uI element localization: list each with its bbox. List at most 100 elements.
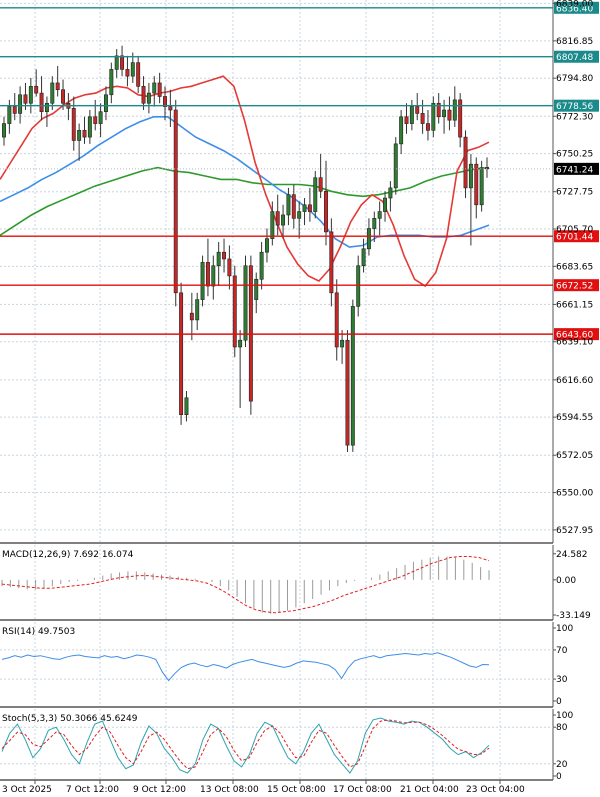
candle-77 [415,93,420,121]
candle-73 [393,137,398,195]
ma-blue-line [0,116,490,248]
candle-body [291,194,296,219]
candle-body [302,204,307,212]
candle-75 [404,103,409,134]
level-tag-label: 6643.60 [556,331,593,341]
candle-body [265,238,269,253]
candle-body [270,211,275,239]
rsi-axis: 100 70 30 0 [553,624,573,707]
candle-body [468,163,473,189]
candle-body [318,177,323,192]
candle-55 [297,201,302,239]
candle-body [77,130,82,141]
candle-83 [447,96,452,131]
candle-28 [152,76,157,107]
candle-88 [474,157,479,219]
rsi-tick-label-2: 30 [556,675,568,685]
candle-21 [114,49,119,78]
rsi-grid [0,622,554,708]
candle-body [109,69,114,96]
level-tag-label: 6672.52 [556,282,593,292]
candle-body [93,116,98,124]
candle-29 [157,72,162,104]
candle-87 [468,154,473,246]
candle-8 [44,96,49,127]
candle-43 [232,265,237,358]
candle-2 [12,93,17,121]
candle-65 [350,299,355,452]
candle-34 [184,391,189,422]
candle-body [18,94,23,114]
candle-body [383,197,387,212]
candle-19 [104,86,108,121]
candle-body [431,102,436,131]
candle-57 [307,187,312,222]
macd-panel: MACD(12,26,9) 7.692 16.074 24.582 0.00 -33… [0,545,591,621]
candle-body [125,69,130,77]
candle-38 [205,238,210,297]
candle-16 [87,110,92,144]
candle-body [479,167,484,206]
candle-body [39,92,44,113]
candle-32 [173,99,178,307]
rsi-tick-label-3: 0 [556,697,562,707]
stoch-tick-label-3: 0 [556,772,562,782]
candle-72 [388,181,393,212]
current-price-tag: 6741.24 [554,162,599,175]
candle-58 [313,170,318,219]
candle-84 [452,86,457,127]
level-tag-2: 6778.56 [554,99,599,112]
time-tick-label-4: 15 Oct 08:00 [267,785,326,795]
candle-body [452,99,457,121]
level-tag-1: 6807.48 [554,50,599,63]
price-tick-label-12: 6572.05 [556,451,593,461]
stoch-tick-label-0: 100 [556,711,573,721]
stoch-k-line [1,717,490,774]
candle-body [238,339,243,348]
candle-body [329,231,334,294]
time-tick-label-3: 13 Oct 08:00 [200,785,259,795]
candle-64 [345,330,350,452]
candle-body [104,94,108,113]
price-tick-label-7: 6683.65 [556,262,593,272]
candle-body [286,194,291,216]
time-tick-label-6: 21 Oct 04:00 [400,785,459,795]
stoch-label: Stoch(5,3,3) 50.3066 45.6249 [2,714,138,724]
candle-70 [377,201,382,236]
candle-25 [136,55,141,94]
candle-body [195,299,200,321]
price-levels: 6836.40 6807.48 6778.56 6701.44 6672.52 6643.… [0,1,599,341]
rsi-line [1,652,490,682]
candle-40 [216,242,221,287]
time-tick-label-1: 7 Oct 12:00 [66,785,119,795]
level-tag-3: 6701.44 [554,230,599,243]
candle-body [377,211,382,219]
candle-30 [163,86,167,121]
candle-body [361,248,366,267]
price-tick-label-2: 6794.80 [556,74,593,84]
candle-body [23,94,28,104]
price-tick-label-0: 6839.00 [556,0,593,9]
candle-body [356,265,361,307]
candle-body [436,102,441,118]
candle-body [82,130,87,138]
candle-body [50,82,55,104]
macd-tick-label-2: -33.149 [556,611,591,621]
price-tick-label-8: 6661.15 [556,300,593,310]
candle-body [388,187,393,199]
price-axis: 6839.00 6816.85 6794.80 6772.30 6750.25 6727.… [553,0,593,536]
candle-body [442,109,447,118]
candle-body [200,262,205,300]
level-tag-label: 6778.56 [556,102,593,112]
current-price-tag-bg [554,162,599,175]
candle-59 [318,154,323,199]
stoch-tick-label-1: 80 [556,723,568,733]
rsi-panel: RSI(14) 49.7503 100 70 30 0 [0,622,573,708]
level-tag-bg [554,328,599,341]
candle-60 [324,160,328,246]
candle-89 [479,160,484,212]
rsi-label: RSI(14) 49.7503 [2,627,75,637]
candle-body [372,218,377,229]
candle-body [7,106,12,124]
